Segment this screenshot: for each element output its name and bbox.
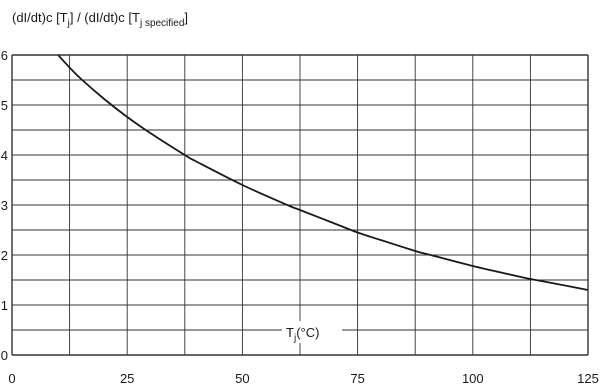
y-tick-labels: 0 1 2 3 4 5 6 (1, 48, 8, 363)
y-tick-label: 2 (1, 248, 8, 263)
y-tick-label: 0 (1, 348, 8, 363)
x-tick-label: 125 (577, 371, 599, 386)
y-tick-label: 3 (1, 198, 8, 213)
y-tick-label: 1 (1, 298, 8, 313)
grid (11, 54, 589, 356)
x-tick-label: 50 (235, 371, 249, 386)
x-tick-label: 25 (120, 371, 134, 386)
y-axis-label: (dI/dt)c [Tj] / (dI/dt)c [Tj specified] (12, 10, 188, 29)
series-line (57, 54, 589, 291)
x-tick-labels: 0 25 50 75 100 125 (8, 371, 598, 386)
y-tick-label: 4 (1, 148, 8, 163)
x-axis-label-background (282, 321, 342, 343)
x-tick-label: 0 (8, 371, 15, 386)
x-tick-label: 100 (462, 371, 484, 386)
x-axis-label: Tj(°C) (286, 325, 319, 344)
y-tick-label: 6 (1, 48, 8, 63)
y-tick-label: 5 (1, 98, 8, 113)
x-tick-label: 75 (350, 371, 364, 386)
